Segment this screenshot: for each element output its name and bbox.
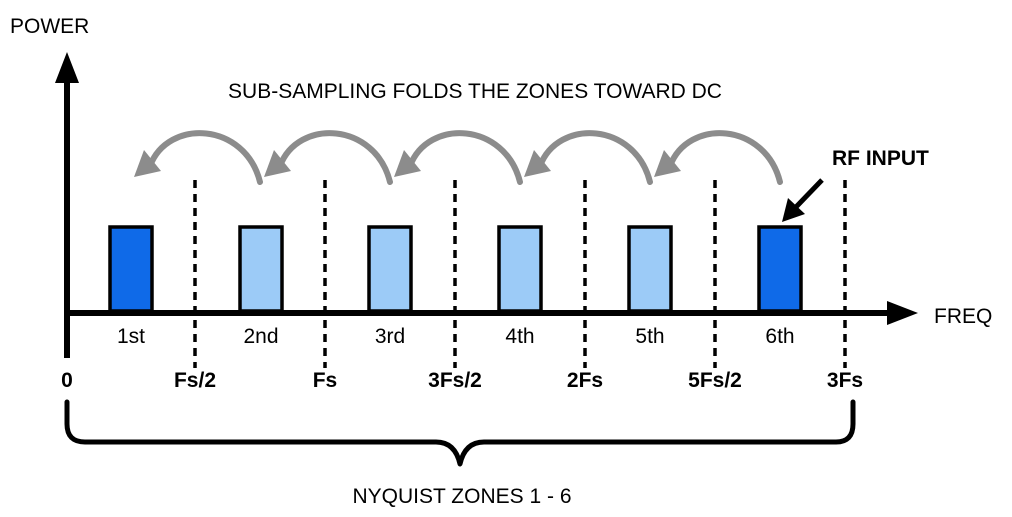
x-axis-arrowhead bbox=[887, 301, 918, 325]
rf-input-label: RF INPUT bbox=[832, 147, 929, 170]
y-axis-arrowhead bbox=[55, 52, 79, 83]
freq-tick-7: 3Fs bbox=[827, 369, 863, 392]
nyquist-brace bbox=[64, 399, 856, 467]
zone-label-5: 5th bbox=[635, 325, 664, 348]
fold-arrowhead-3 bbox=[394, 150, 421, 177]
fold-arrows bbox=[134, 130, 783, 185]
diagram-title: SUB-SAMPLING FOLDS THE ZONES TOWARD DC bbox=[228, 80, 722, 103]
fold-arrowhead-5 bbox=[134, 150, 161, 177]
fold-arrowhead-4 bbox=[264, 150, 291, 177]
frequency-tick-labels: 0 Fs/2 Fs 3Fs/2 2Fs 5Fs/2 3Fs bbox=[61, 369, 863, 392]
x-axis-label: FREQ bbox=[934, 305, 992, 328]
zone-label-2: 2nd bbox=[243, 325, 278, 348]
freq-tick-4: 3Fs/2 bbox=[428, 369, 482, 392]
freq-tick-5: 2Fs bbox=[567, 369, 603, 392]
zone-bar-6 bbox=[757, 225, 803, 313]
y-axis-label: POWER bbox=[10, 15, 89, 38]
freq-tick-1: 0 bbox=[61, 369, 73, 392]
zone-bar-3 bbox=[367, 225, 413, 313]
fold-arrow-4 bbox=[277, 130, 393, 185]
freq-tick-2: Fs/2 bbox=[174, 369, 216, 392]
zone-label-4: 4th bbox=[505, 325, 534, 348]
fold-arrowhead-2 bbox=[524, 150, 551, 177]
fold-arrowhead-1 bbox=[654, 150, 681, 177]
rf-input-arrow bbox=[782, 178, 824, 222]
fold-arrow-2 bbox=[537, 130, 653, 185]
zone-bar-5 bbox=[627, 225, 673, 313]
zone-label-3: 3rd bbox=[375, 325, 405, 348]
fold-arrow-3 bbox=[407, 130, 523, 185]
freq-tick-3: Fs bbox=[313, 369, 338, 392]
zone-dividers bbox=[193, 180, 847, 368]
zone-bar-2 bbox=[238, 225, 284, 313]
fold-arrow-5 bbox=[147, 130, 263, 185]
zone-bars bbox=[108, 225, 803, 313]
brace-label: NYQUIST ZONES 1 - 6 bbox=[353, 485, 572, 508]
zone-labels: 1st 2nd 3rd 4th 5th 6th bbox=[117, 325, 795, 348]
axes bbox=[55, 52, 918, 358]
fold-arrow-1 bbox=[667, 130, 783, 185]
zone-label-1: 1st bbox=[117, 325, 145, 348]
zone-label-6: 6th bbox=[765, 325, 794, 348]
zone-bar-1 bbox=[108, 225, 154, 313]
freq-tick-6: 5Fs/2 bbox=[688, 369, 742, 392]
zone-bar-4 bbox=[497, 225, 543, 313]
